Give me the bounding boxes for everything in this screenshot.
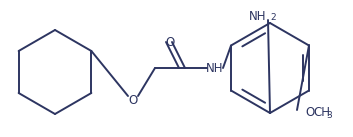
Text: NH: NH: [249, 10, 266, 23]
Text: O: O: [128, 93, 138, 106]
Text: NH: NH: [206, 62, 224, 75]
Text: 2: 2: [270, 13, 276, 22]
Text: CH: CH: [313, 105, 330, 119]
Text: O: O: [165, 35, 175, 48]
Text: 3: 3: [326, 111, 332, 119]
Text: O: O: [305, 105, 314, 119]
